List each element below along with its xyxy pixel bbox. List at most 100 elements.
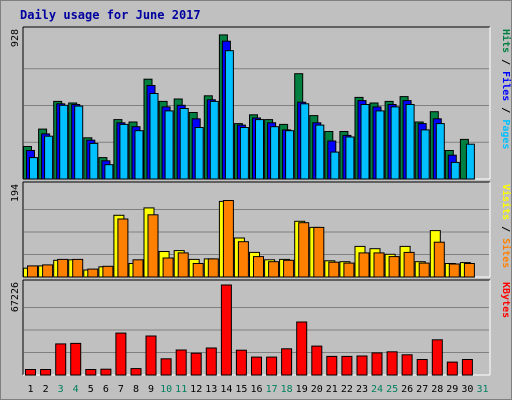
bar-pages-day-15 bbox=[239, 127, 249, 180]
bar-kbytes-day-18 bbox=[281, 348, 293, 376]
bar-sites-day-17 bbox=[268, 261, 280, 278]
bar-sites-day-11 bbox=[177, 252, 189, 278]
panel-1-legend: Visits / Sites bbox=[500, 184, 512, 268]
x-tick-label-day-11: 11 bbox=[175, 384, 187, 395]
bar-pages-day-7 bbox=[119, 123, 129, 180]
bar-pages-day-28 bbox=[435, 123, 445, 180]
bar-sites-day-3 bbox=[57, 258, 69, 278]
bar-sites-day-7 bbox=[117, 218, 129, 278]
bar-pages-day-26 bbox=[405, 104, 415, 180]
bar-sites-day-1 bbox=[27, 265, 38, 278]
bar-sites-day-13 bbox=[207, 258, 219, 278]
bar-kbytes-day-12 bbox=[190, 352, 202, 376]
panel-0-legend: Hits / Files / Pages bbox=[500, 29, 512, 149]
bar-pages-day-23 bbox=[360, 104, 370, 180]
x-tick-label-day-27: 27 bbox=[416, 384, 428, 395]
bar-kbytes-day-7 bbox=[115, 332, 127, 376]
x-tick-label-day-12: 12 bbox=[190, 384, 202, 395]
panel-0-max-label: 928 bbox=[10, 29, 21, 47]
x-tick-label-day-25: 25 bbox=[386, 384, 398, 395]
bar-sites-day-15 bbox=[237, 241, 249, 278]
x-tick-label-day-1: 1 bbox=[27, 384, 33, 395]
x-tick-label-day-21: 21 bbox=[326, 384, 338, 395]
bar-pages-day-10 bbox=[164, 110, 174, 180]
bar-kbytes-day-21 bbox=[326, 355, 338, 376]
bar-kbytes-day-13 bbox=[205, 347, 217, 376]
bar-kbytes-day-19 bbox=[296, 321, 308, 376]
bar-sites-day-25 bbox=[388, 256, 400, 278]
legend-entry-hits: Hits bbox=[500, 29, 512, 53]
bar-kbytes-day-10 bbox=[160, 358, 172, 376]
panel-2-max-label: 67226 bbox=[10, 282, 21, 312]
bar-sites-day-10 bbox=[162, 257, 174, 278]
bar-pages-day-20 bbox=[315, 124, 325, 180]
x-tick-label-day-22: 22 bbox=[341, 384, 353, 395]
bar-sites-day-8 bbox=[132, 259, 144, 278]
bar-sites-day-20 bbox=[313, 226, 325, 278]
bar-kbytes-day-2 bbox=[40, 369, 52, 376]
bar-sites-day-28 bbox=[433, 241, 445, 278]
bar-pages-day-13 bbox=[209, 100, 219, 180]
bar-pages-day-21 bbox=[330, 151, 340, 180]
bar-pages-day-29 bbox=[450, 161, 460, 180]
legend-entry-pages: Pages bbox=[500, 119, 511, 149]
bar-kbytes-day-17 bbox=[266, 356, 278, 376]
bar-kbytes-day-27 bbox=[416, 359, 428, 376]
bar-sites-day-4 bbox=[72, 258, 84, 278]
bar-pages-day-22 bbox=[345, 136, 355, 180]
bar-kbytes-day-24 bbox=[371, 352, 383, 376]
bar-pages-day-12 bbox=[194, 127, 204, 180]
bar-kbytes-day-30 bbox=[461, 359, 473, 376]
bar-kbytes-day-25 bbox=[386, 351, 398, 376]
bar-sites-day-2 bbox=[42, 264, 54, 278]
legend-entry-kbytes: KBytes bbox=[500, 282, 511, 318]
bar-sites-day-22 bbox=[343, 262, 355, 278]
x-tick-label-day-5: 5 bbox=[88, 384, 94, 395]
bar-kbytes-day-15 bbox=[235, 349, 247, 376]
panel-1-max-label: 194 bbox=[10, 184, 21, 202]
bar-sites-day-18 bbox=[283, 259, 295, 278]
bar-kbytes-day-26 bbox=[401, 354, 413, 376]
bar-kbytes-day-9 bbox=[145, 335, 157, 376]
x-tick-label-day-2: 2 bbox=[43, 384, 49, 395]
x-tick-label-day-26: 26 bbox=[401, 384, 413, 395]
x-tick-label-day-10: 10 bbox=[160, 384, 172, 395]
x-tick-label-day-30: 30 bbox=[461, 384, 473, 395]
bar-pages-day-11 bbox=[179, 108, 189, 180]
bar-pages-day-27 bbox=[420, 129, 430, 180]
bar-pages-day-8 bbox=[134, 130, 144, 180]
x-tick-label-day-18: 18 bbox=[281, 384, 293, 395]
x-tick-label-day-3: 3 bbox=[58, 384, 64, 395]
legend-entry-sites: Sites bbox=[500, 238, 512, 268]
bar-kbytes-day-8 bbox=[130, 368, 142, 376]
bar-pages-day-9 bbox=[149, 93, 159, 180]
bar-sites-day-5 bbox=[87, 268, 99, 278]
bar-sites-day-21 bbox=[328, 261, 340, 278]
bar-pages-day-2 bbox=[44, 135, 54, 180]
x-tick-label-day-29: 29 bbox=[446, 384, 458, 395]
bar-kbytes-day-16 bbox=[251, 356, 262, 376]
legend-separator: / bbox=[500, 53, 511, 71]
x-tick-label-day-24: 24 bbox=[371, 384, 383, 395]
bar-pages-day-19 bbox=[300, 103, 310, 180]
bar-pages-day-17 bbox=[270, 126, 280, 180]
bar-sites-day-24 bbox=[373, 252, 385, 278]
bar-kbytes-day-28 bbox=[431, 339, 443, 376]
bar-kbytes-day-3 bbox=[55, 343, 67, 376]
x-tick-label-day-6: 6 bbox=[103, 384, 109, 395]
bar-pages-day-3 bbox=[59, 104, 69, 180]
bar-sites-day-29 bbox=[448, 263, 460, 278]
bar-sites-day-30 bbox=[463, 263, 475, 278]
bar-sites-day-9 bbox=[147, 214, 159, 278]
legend-entry-files: Files bbox=[500, 71, 512, 101]
x-tick-label-day-15: 15 bbox=[235, 384, 247, 395]
bar-sites-day-6 bbox=[102, 265, 114, 278]
bar-kbytes-day-11 bbox=[175, 349, 187, 376]
bar-sites-day-23 bbox=[358, 252, 370, 278]
bar-kbytes-day-14 bbox=[220, 284, 232, 376]
bar-sites-day-12 bbox=[192, 263, 204, 278]
bar-kbytes-day-22 bbox=[341, 355, 353, 376]
legend-entry-visits: Visits bbox=[500, 184, 512, 220]
bar-pages-day-5 bbox=[89, 142, 99, 180]
